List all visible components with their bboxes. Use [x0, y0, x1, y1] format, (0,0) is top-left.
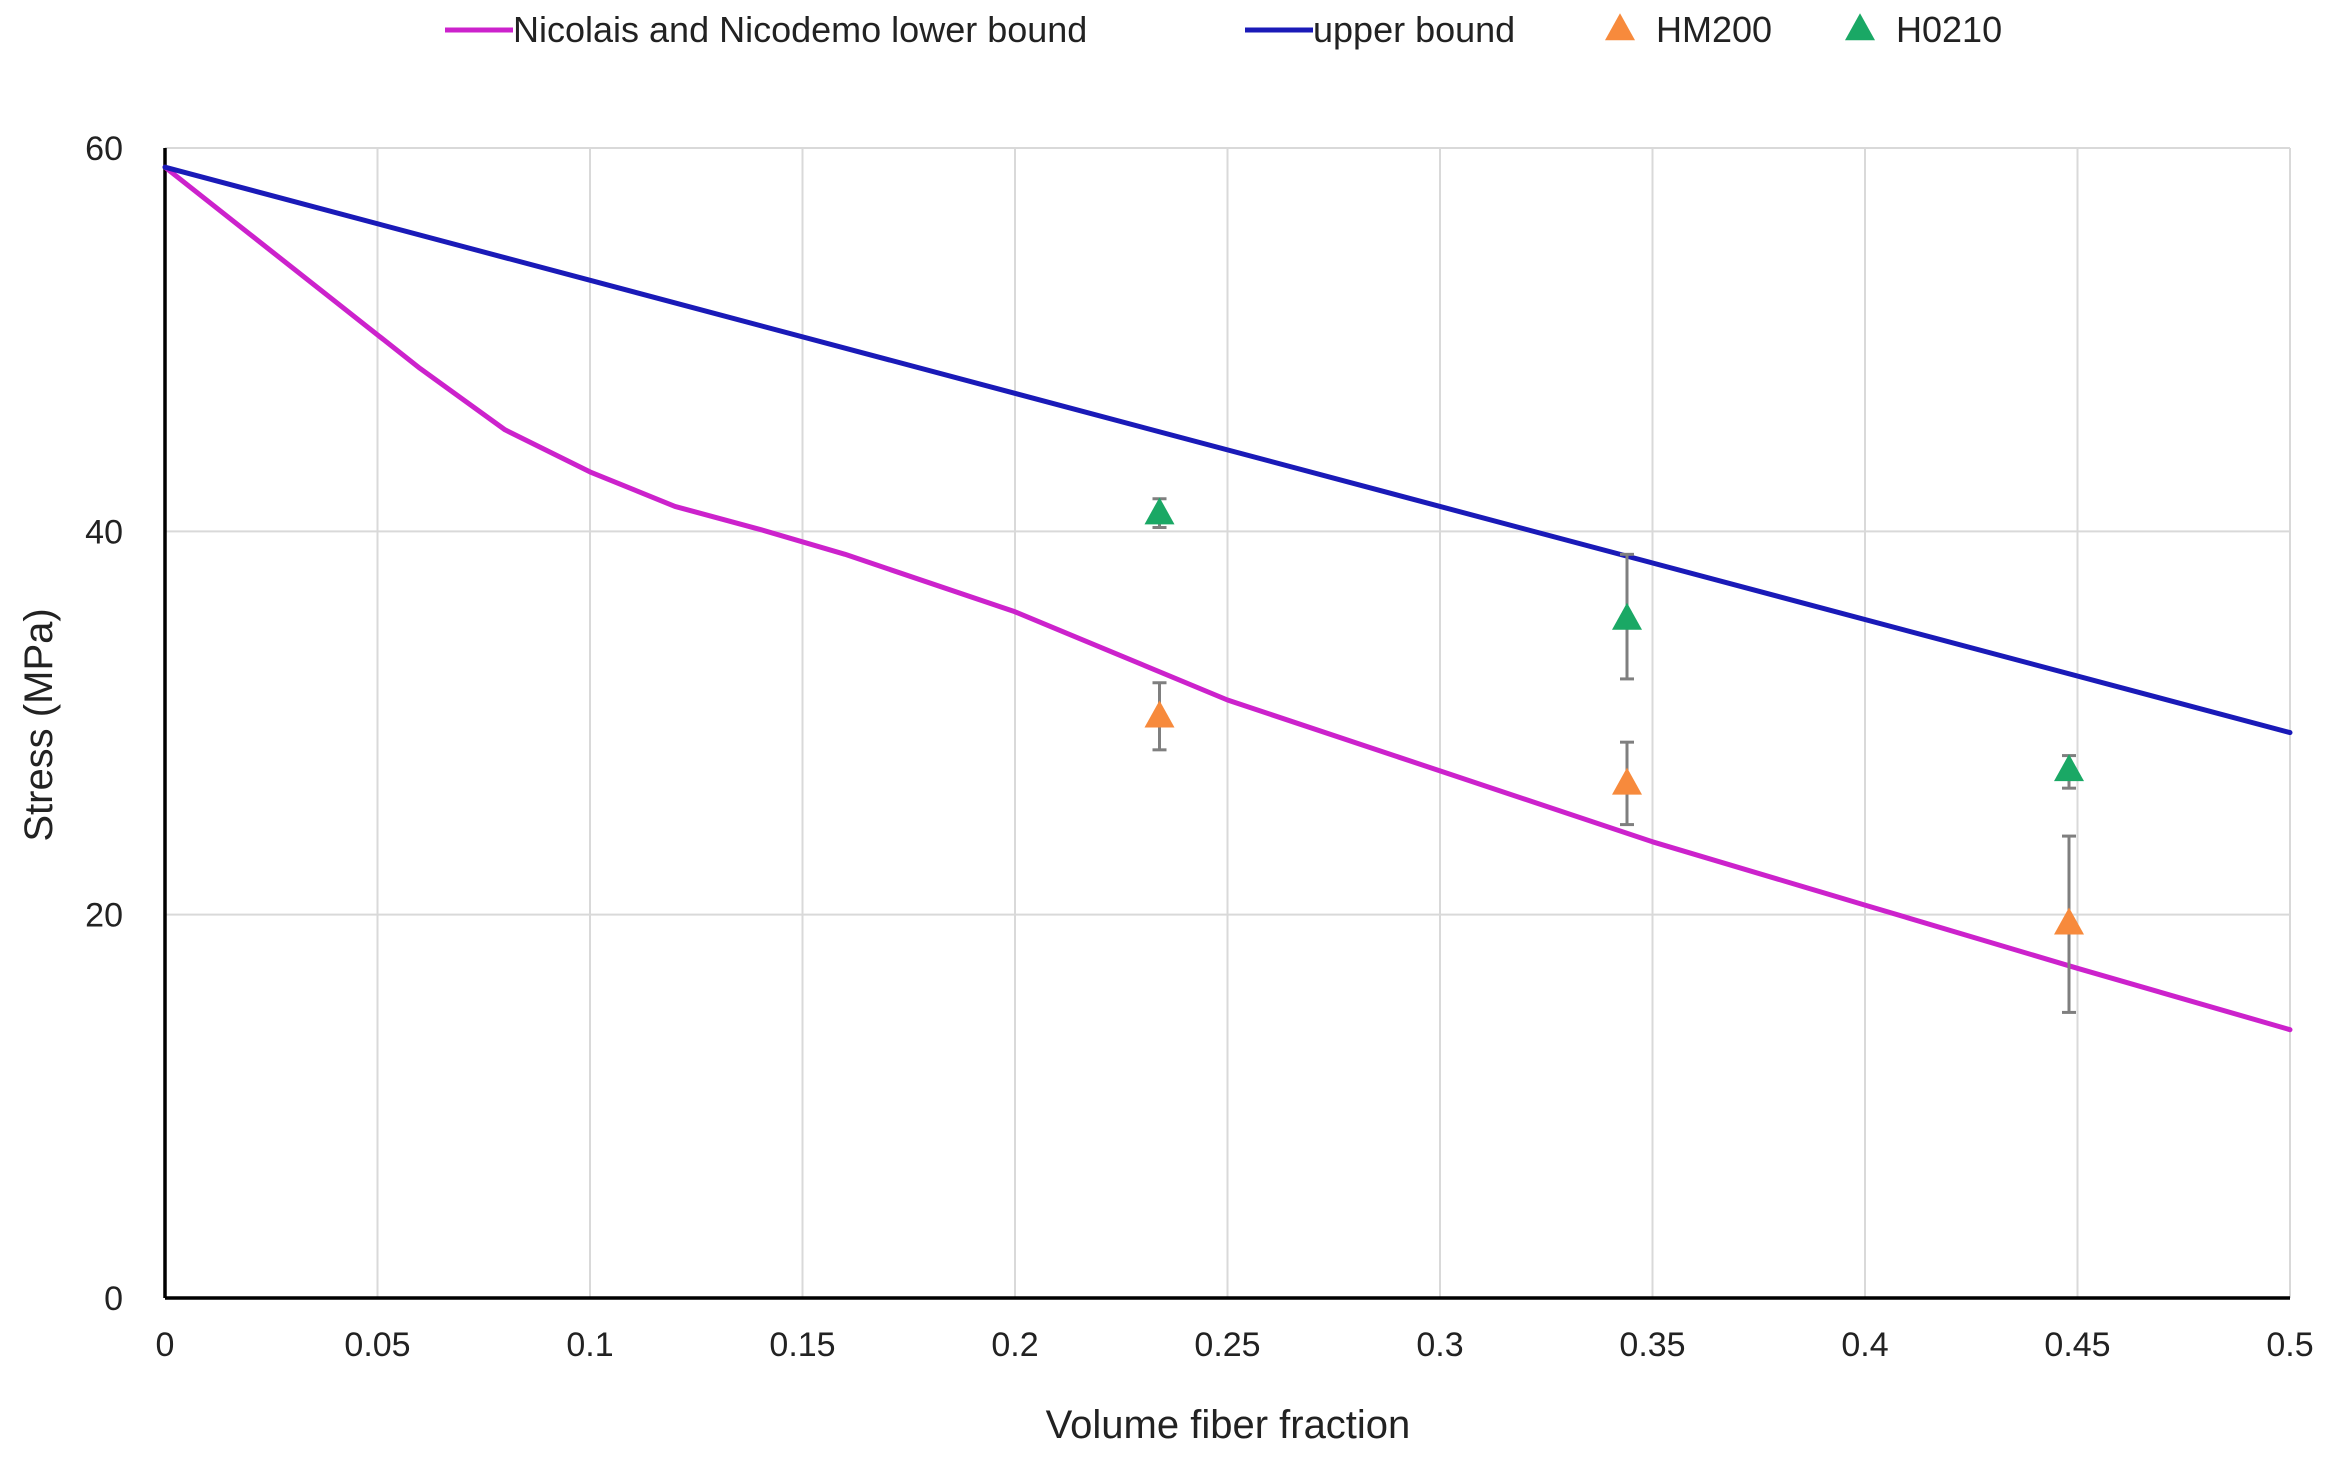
data-point-hm200	[1612, 767, 1642, 795]
x-tick-label: 0.05	[344, 1326, 410, 1364]
x-tick-label: 0.4	[1841, 1326, 1888, 1364]
y-tick-label: 0	[104, 1280, 123, 1318]
legend-swatch-triangle	[1605, 13, 1635, 41]
legend-swatch-triangle	[1845, 13, 1875, 41]
data-point-h0210	[1612, 602, 1642, 630]
data-point-h0210	[2054, 754, 2084, 782]
x-tick-label: 0.5	[2266, 1326, 2313, 1364]
data-point-h0210	[1144, 497, 1175, 525]
data-point-hm200	[2054, 907, 2084, 935]
x-tick-label: 0.3	[1416, 1326, 1463, 1364]
x-tick-label: 0.45	[2044, 1326, 2110, 1364]
legend-label: upper bound	[1313, 9, 1515, 50]
tick-label-layer: 0 0.05 0.1 0.15 0.2 0.25 0.3 0.35 0.4 0.45 0.5 0 20 4…	[85, 130, 2313, 1364]
x-tick-label: 0	[156, 1326, 175, 1364]
x-tick-label: 0.35	[1619, 1326, 1685, 1364]
y-tick-label: 20	[85, 897, 123, 935]
x-tick-label: 0.15	[769, 1326, 835, 1364]
x-axis-title: Volume fiber fraction	[1046, 1403, 1411, 1447]
grid-layer	[165, 147, 2291, 1298]
series-layer	[162, 164, 2293, 1033]
x-tick-label: 0.25	[1194, 1326, 1260, 1364]
legend: Nicolais and Nicodemo lower bound upper b…	[445, 9, 2002, 50]
legend-label: HM200	[1656, 9, 1772, 50]
x-tick-label: 0.2	[991, 1326, 1038, 1364]
series-line-nicolais-and-nicodemo-lower-bound	[162, 164, 2293, 1033]
y-tick-label: 60	[85, 130, 123, 168]
series-line-upper-bound	[162, 164, 2293, 736]
y-axis-title: Stress (MPa)	[17, 608, 61, 841]
legend-label: Nicolais and Nicodemo lower bound	[513, 9, 1087, 50]
data-point-hm200	[1144, 700, 1175, 728]
axis-layer	[163, 148, 2290, 1300]
legend-label: H0210	[1896, 9, 2002, 50]
y-tick-label: 40	[85, 513, 123, 551]
x-tick-label: 0.1	[566, 1326, 613, 1364]
